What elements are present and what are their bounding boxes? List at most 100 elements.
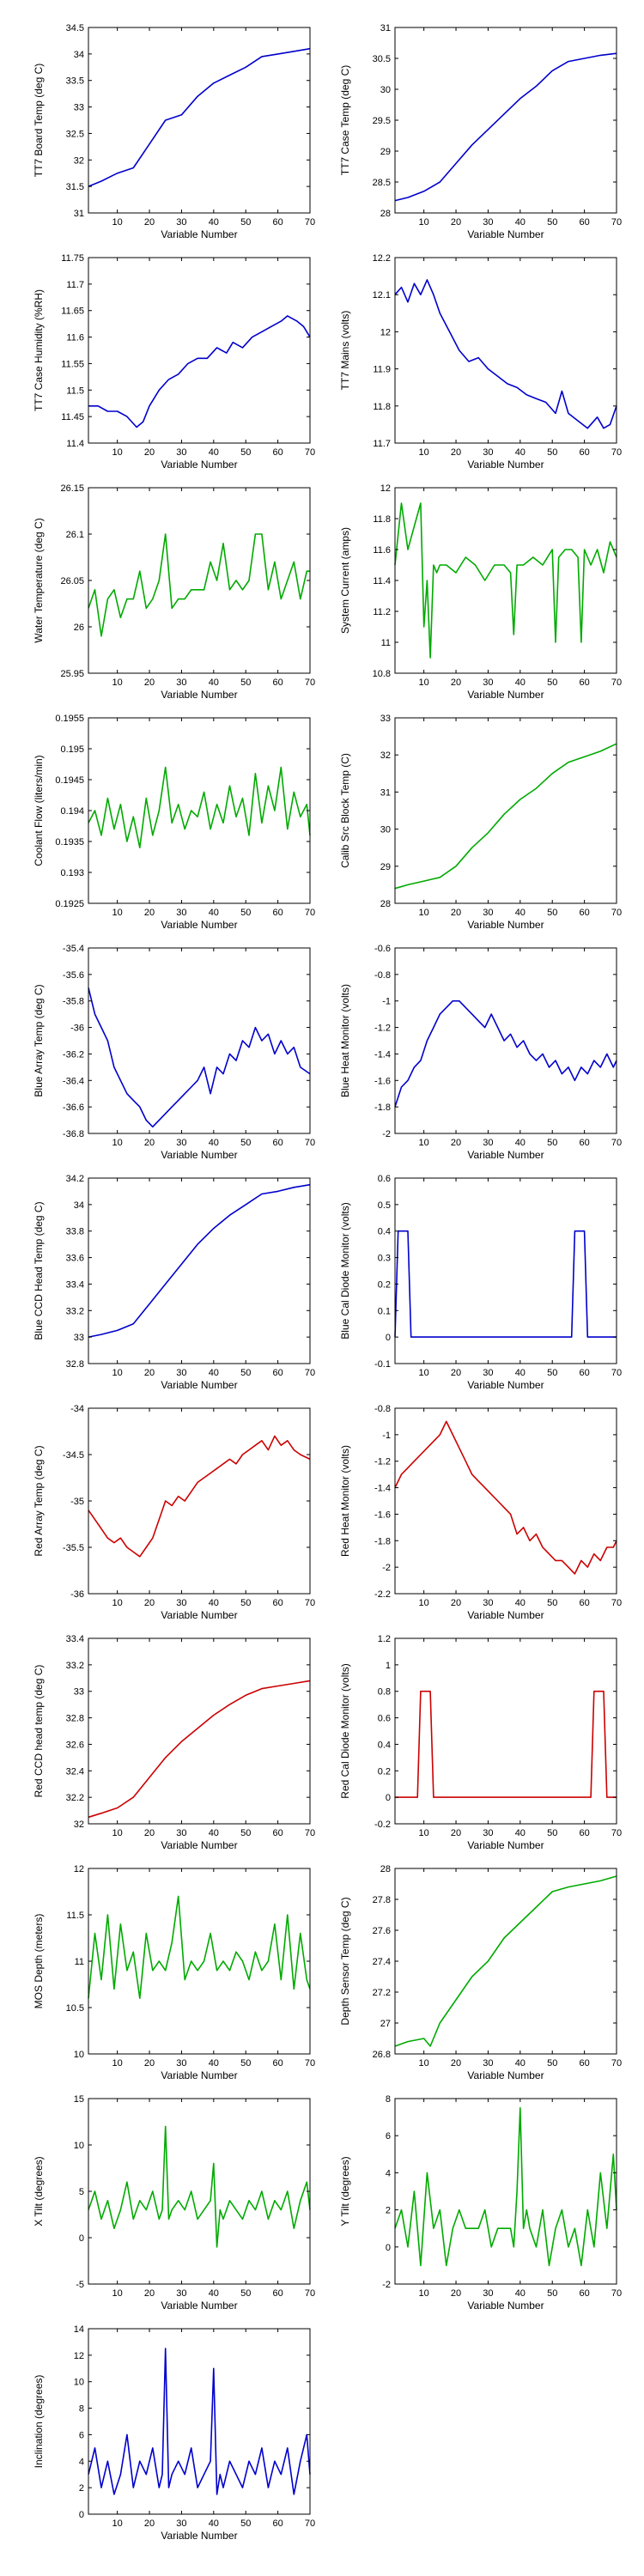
x-tick-label: 60 (272, 1138, 283, 1148)
x-tick-label: 70 (305, 1368, 315, 1378)
x-tick-label: 10 (419, 2058, 429, 2069)
series-line (394, 1420, 617, 1575)
x-tick-label: 10 (112, 1828, 123, 1838)
x-tick-label: 60 (579, 1368, 589, 1378)
x-tick-label: 30 (483, 1368, 493, 1378)
x-tick-label: 20 (144, 1598, 155, 1608)
x-tick-label: 50 (547, 1368, 557, 1378)
x-tick-label: 60 (579, 447, 589, 458)
chart-panel-20: 10 20 30 40 50 60 70 -2 0 2 4 6 8 Variable Number Y Ti… (339, 2094, 622, 2312)
x-tick-label: 50 (547, 1598, 557, 1608)
y-tick-label: 0.193 (60, 868, 84, 878)
x-tick-label: 60 (272, 2058, 283, 2069)
y-tick-label: 11.6 (66, 333, 84, 343)
chart-panel-12: 10 20 30 40 50 60 70 -0.1 0 0.1 0.2 0.3 0.4 0.5 0.6 Var… (339, 1174, 622, 1391)
y-tick-label: 29 (380, 862, 391, 872)
x-tick-label: 70 (305, 908, 315, 918)
series-line (394, 52, 617, 202)
x-tick-label: 40 (209, 1368, 219, 1378)
y-tick-label: 26.1 (66, 530, 84, 540)
y-axis-label: System Current (amps) (339, 527, 351, 634)
x-tick-label: 20 (144, 1368, 155, 1378)
y-tick-label: -0.2 (374, 1820, 391, 1830)
x-tick-label: 20 (144, 2518, 155, 2529)
axes-frame (394, 2098, 617, 2285)
y-tick-label: 11.5 (66, 1911, 84, 1921)
y-tick-label: -35.8 (63, 997, 84, 1007)
y-tick-label: -1 (382, 997, 391, 1007)
x-tick-label: 70 (305, 1598, 315, 1608)
y-tick-label: 31 (74, 209, 84, 219)
x-tick-label: 60 (272, 1828, 283, 1838)
x-tick-label: 30 (483, 1138, 493, 1148)
x-axis-label: Variable Number (467, 2300, 544, 2312)
chart-panel-11: 10 20 30 40 50 60 70 32.8 33 33.2 33.4 33.6 33.8 34 34… (33, 1174, 315, 1391)
y-axis-label: Blue Heat Monitor (volts) (339, 984, 351, 1097)
axes-frame (394, 947, 617, 1134)
chart-panel-17: 10 20 30 40 50 60 70 10 10.5 11 11.5 12 Variable Num… (33, 1864, 315, 2081)
x-tick-label: 60 (272, 1598, 283, 1608)
y-tick-label: -36 (70, 1024, 84, 1034)
axes-frame (88, 257, 311, 444)
y-tick-label: 11.4 (373, 576, 391, 586)
series-line (394, 1230, 617, 1338)
y-tick-label: 10 (74, 2378, 84, 2388)
y-tick-label: -1.8 (374, 1103, 391, 1113)
y-tick-label: 4 (79, 2457, 84, 2467)
y-tick-label: 34.2 (66, 1174, 84, 1184)
y-tick-label: 8 (386, 2094, 391, 2105)
x-tick-label: 30 (483, 217, 493, 228)
y-tick-label: 26.05 (60, 576, 84, 586)
x-axis-label: Variable Number (467, 1149, 544, 1161)
x-tick-label: 70 (305, 2518, 315, 2529)
x-tick-label: 30 (176, 1368, 186, 1378)
y-tick-label: 2 (79, 2483, 84, 2494)
x-tick-label: 50 (547, 2288, 557, 2299)
x-tick-label: 70 (611, 908, 622, 918)
y-tick-label: 0 (386, 2243, 391, 2253)
y-tick-label: 12.1 (373, 290, 391, 301)
x-tick-label: 70 (305, 1138, 315, 1148)
x-tick-label: 10 (112, 1138, 123, 1148)
y-tick-label: 0.1955 (55, 714, 84, 724)
y-tick-label: 31.5 (66, 182, 84, 192)
y-tick-label: 6 (386, 2131, 391, 2142)
x-tick-label: 70 (611, 2288, 622, 2299)
y-tick-label: 32.6 (66, 1740, 84, 1750)
y-tick-label: -34.5 (63, 1450, 84, 1461)
x-axis-label: Variable Number (161, 1839, 237, 1851)
axes-frame (88, 947, 311, 1134)
y-tick-label: 11.9 (373, 365, 391, 375)
y-tick-label: 31 (380, 787, 391, 798)
y-tick-label: -1 (382, 1431, 391, 1441)
series-line (394, 502, 617, 659)
x-tick-label: 30 (176, 1828, 186, 1838)
x-axis-label: Variable Number (161, 228, 237, 240)
x-tick-label: 20 (451, 1828, 461, 1838)
y-axis-label: TT7 Mains (volts) (339, 311, 351, 391)
y-tick-label: 0.1 (378, 1306, 391, 1316)
y-tick-label: -36.8 (63, 1129, 84, 1139)
y-tick-label: 0.1925 (55, 899, 84, 909)
y-tick-label: -36.2 (63, 1049, 84, 1060)
x-axis-label: Variable Number (467, 2069, 544, 2081)
x-tick-label: 30 (483, 2288, 493, 2299)
x-tick-label: 70 (305, 2058, 315, 2069)
x-tick-label: 30 (176, 908, 186, 918)
x-tick-label: 20 (144, 217, 155, 228)
x-tick-label: 60 (272, 447, 283, 458)
x-tick-label: 10 (112, 217, 123, 228)
y-tick-label: 0.194 (60, 806, 84, 817)
x-tick-label: 70 (611, 1368, 622, 1378)
series-line (394, 999, 617, 1108)
y-axis-label: Inclination (degrees) (33, 2375, 45, 2469)
y-tick-label: -2 (382, 2280, 391, 2290)
x-tick-label: 50 (240, 2058, 251, 2069)
y-tick-label: 0.2 (378, 1766, 391, 1777)
chart-panel-4: 10 20 30 40 50 60 70 11.7 11.8 11.9 12 12.1 12.2 Vari… (339, 253, 622, 471)
y-tick-label: 0.195 (60, 744, 84, 755)
y-tick-label: 32 (380, 750, 391, 761)
x-tick-label: 40 (515, 908, 526, 918)
y-axis-label: Y Tilt (degrees) (339, 2156, 351, 2226)
x-tick-label: 50 (240, 1598, 251, 1608)
